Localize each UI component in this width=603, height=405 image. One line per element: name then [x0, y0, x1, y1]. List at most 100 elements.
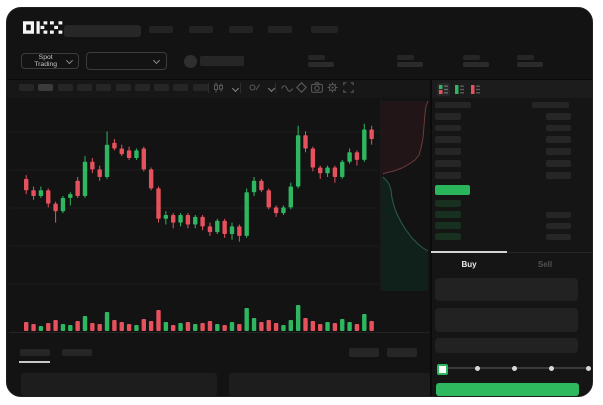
orderbook-header-amount	[532, 102, 569, 108]
candle-interval-icon[interactable]	[213, 82, 225, 94]
orderbook-header-price	[435, 102, 471, 108]
orders-tab[interactable]	[62, 349, 92, 356]
sell-tab-label: Sell	[537, 259, 553, 269]
last-price-badge[interactable]	[435, 185, 470, 195]
total-field[interactable]	[435, 338, 578, 353]
bid-amount-placeholder[interactable]	[546, 212, 571, 218]
stat-label-placeholder	[308, 55, 325, 60]
candles-layer	[24, 123, 374, 242]
panel-divider	[429, 79, 432, 396]
orderbook-rows	[7, 8, 592, 258]
stat-value-placeholder	[463, 62, 489, 67]
line-tool-icon[interactable]	[281, 84, 293, 96]
nav-item[interactable]	[149, 26, 173, 33]
buy-button[interactable]	[436, 383, 579, 396]
mode-selector-button[interactable]: Spot Trading	[21, 53, 79, 69]
market-stats	[7, 8, 592, 78]
bid-amount-placeholder[interactable]	[546, 223, 571, 229]
orders-tab-underline	[19, 361, 50, 363]
top-nav	[7, 8, 592, 42]
ask-price-placeholder[interactable]	[435, 136, 461, 143]
toolbar-separator	[240, 83, 241, 93]
stat-label-placeholder	[397, 55, 414, 60]
timeframe-button[interactable]	[19, 84, 34, 91]
bid-price-placeholder[interactable]	[435, 211, 461, 218]
nav-item[interactable]	[229, 26, 253, 33]
search-input[interactable]	[64, 25, 141, 37]
timeframe-button[interactable]	[154, 84, 170, 91]
toolbar-separator	[275, 83, 276, 93]
orders-panel-right	[229, 373, 430, 396]
ask-price-placeholder[interactable]	[435, 160, 461, 167]
timeframe-button[interactable]	[134, 84, 150, 91]
amount-field[interactable]	[435, 308, 578, 332]
nav-item[interactable]	[189, 26, 213, 33]
stat-label-placeholder	[517, 55, 534, 60]
okx-logo[interactable]: OKX	[23, 21, 63, 34]
coin-avatar	[184, 55, 197, 68]
fullscreen-icon[interactable]	[343, 82, 355, 94]
chart-toolbar	[7, 80, 430, 98]
okx-logo-glyph	[23, 21, 63, 34]
orders-panel-left	[21, 373, 217, 396]
toolbar-separator	[208, 83, 209, 93]
orderbook-asks-icon[interactable]	[469, 83, 482, 96]
header-divider	[7, 78, 592, 80]
ask-amount-placeholder[interactable]	[546, 160, 571, 167]
slider-handle[interactable]	[437, 363, 448, 375]
bid-price-placeholder[interactable]	[435, 233, 461, 240]
ask-amount-placeholder[interactable]	[546, 172, 571, 179]
ask-price-placeholder[interactable]	[435, 148, 461, 155]
volume-layer	[24, 305, 374, 331]
bid-price-placeholder[interactable]	[435, 222, 461, 229]
settings-gear-icon[interactable]	[327, 82, 339, 94]
timeframe-button[interactable]	[76, 84, 92, 91]
orderbook-both-icon[interactable]	[437, 83, 450, 96]
ask-amount-placeholder[interactable]	[546, 148, 571, 155]
nav-item[interactable]	[268, 26, 292, 33]
timeframe-button[interactable]	[173, 84, 189, 91]
ask-price-placeholder[interactable]	[435, 113, 461, 120]
ask-price-placeholder[interactable]	[435, 124, 461, 131]
amount-slider[interactable]	[437, 361, 591, 375]
price-chart[interactable]	[9, 98, 430, 341]
slider-stop[interactable]	[586, 365, 591, 371]
indicators-icon[interactable]	[249, 82, 261, 94]
stat-value-placeholder	[308, 62, 334, 67]
nav-item[interactable]	[311, 26, 338, 33]
timeframe-button[interactable]	[96, 84, 112, 91]
price-field[interactable]	[435, 278, 578, 301]
tab-sell[interactable]: Sell	[507, 254, 583, 274]
orders-action-button[interactable]	[387, 348, 417, 357]
slider-stop[interactable]	[475, 365, 480, 371]
ask-amount-placeholder[interactable]	[546, 113, 571, 120]
stat-value-placeholder	[397, 62, 423, 67]
tab-row-divider	[431, 252, 592, 253]
buy-tab-indicator	[431, 250, 507, 253]
orderbook-bids-icon[interactable]	[453, 83, 466, 96]
timeframe-button[interactable]	[115, 84, 131, 91]
timeframe-button[interactable]	[192, 84, 208, 91]
stat-label-placeholder	[463, 55, 480, 60]
stat-value-placeholder	[517, 62, 543, 67]
draw-tool-icon[interactable]	[296, 82, 308, 94]
orders-action-button[interactable]	[349, 348, 379, 357]
orders-tab-active[interactable]	[20, 349, 50, 356]
app-window: OKX Spot Trading	[6, 7, 593, 397]
bid-amount-placeholder[interactable]	[546, 234, 571, 240]
bid-price-placeholder[interactable]	[435, 200, 461, 207]
buy-tab-label: Buy	[461, 259, 477, 269]
slider-stop[interactable]	[512, 365, 517, 371]
mode-selector-label: Spot Trading	[34, 54, 58, 68]
pair-dropdown[interactable]	[86, 52, 167, 70]
slider-stop[interactable]	[549, 365, 554, 371]
timeframe-button[interactable]	[38, 84, 54, 91]
ask-amount-placeholder[interactable]	[546, 124, 571, 131]
ask-amount-placeholder[interactable]	[546, 136, 571, 143]
tab-buy[interactable]: Buy	[431, 254, 507, 274]
timeframe-button[interactable]	[57, 84, 73, 91]
camera-icon[interactable]	[311, 82, 323, 94]
timeframe-bar	[7, 8, 430, 98]
depth-layer	[380, 98, 429, 291]
ask-price-placeholder[interactable]	[435, 172, 461, 179]
